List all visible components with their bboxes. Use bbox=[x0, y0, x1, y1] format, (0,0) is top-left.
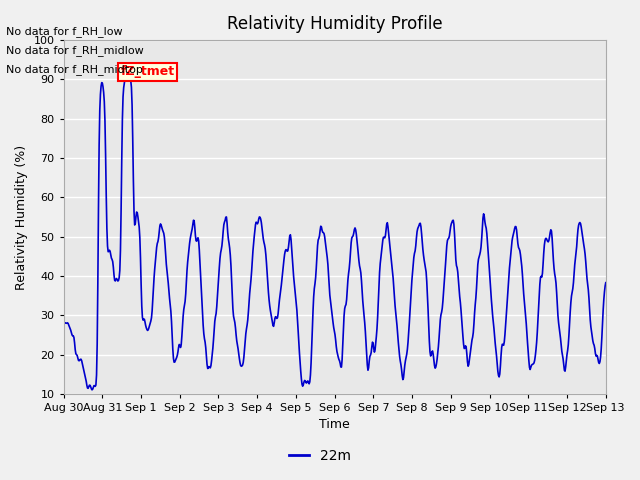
22m bbox=[60, 322, 67, 327]
22m bbox=[366, 353, 374, 359]
Text: No data for f_RH_midlow: No data for f_RH_midlow bbox=[6, 45, 144, 56]
22m bbox=[293, 307, 301, 313]
Title: Relativity Humidity Profile: Relativity Humidity Profile bbox=[227, 15, 442, 33]
22m bbox=[88, 387, 96, 393]
Y-axis label: Relativity Humidity (%): Relativity Humidity (%) bbox=[15, 144, 28, 289]
Line: 22m: 22m bbox=[63, 71, 605, 390]
Text: fZ_tmet: fZ_tmet bbox=[120, 65, 175, 78]
X-axis label: Time: Time bbox=[319, 419, 350, 432]
Legend: 22m: 22m bbox=[283, 443, 357, 468]
22m bbox=[123, 68, 131, 73]
22m bbox=[364, 362, 371, 368]
Text: No data for f_RH_midtop: No data for f_RH_midtop bbox=[6, 64, 143, 75]
22m bbox=[426, 349, 434, 355]
22m bbox=[332, 337, 339, 343]
22m bbox=[602, 280, 609, 286]
Text: No data for f_RH_low: No data for f_RH_low bbox=[6, 25, 123, 36]
22m bbox=[198, 312, 206, 317]
